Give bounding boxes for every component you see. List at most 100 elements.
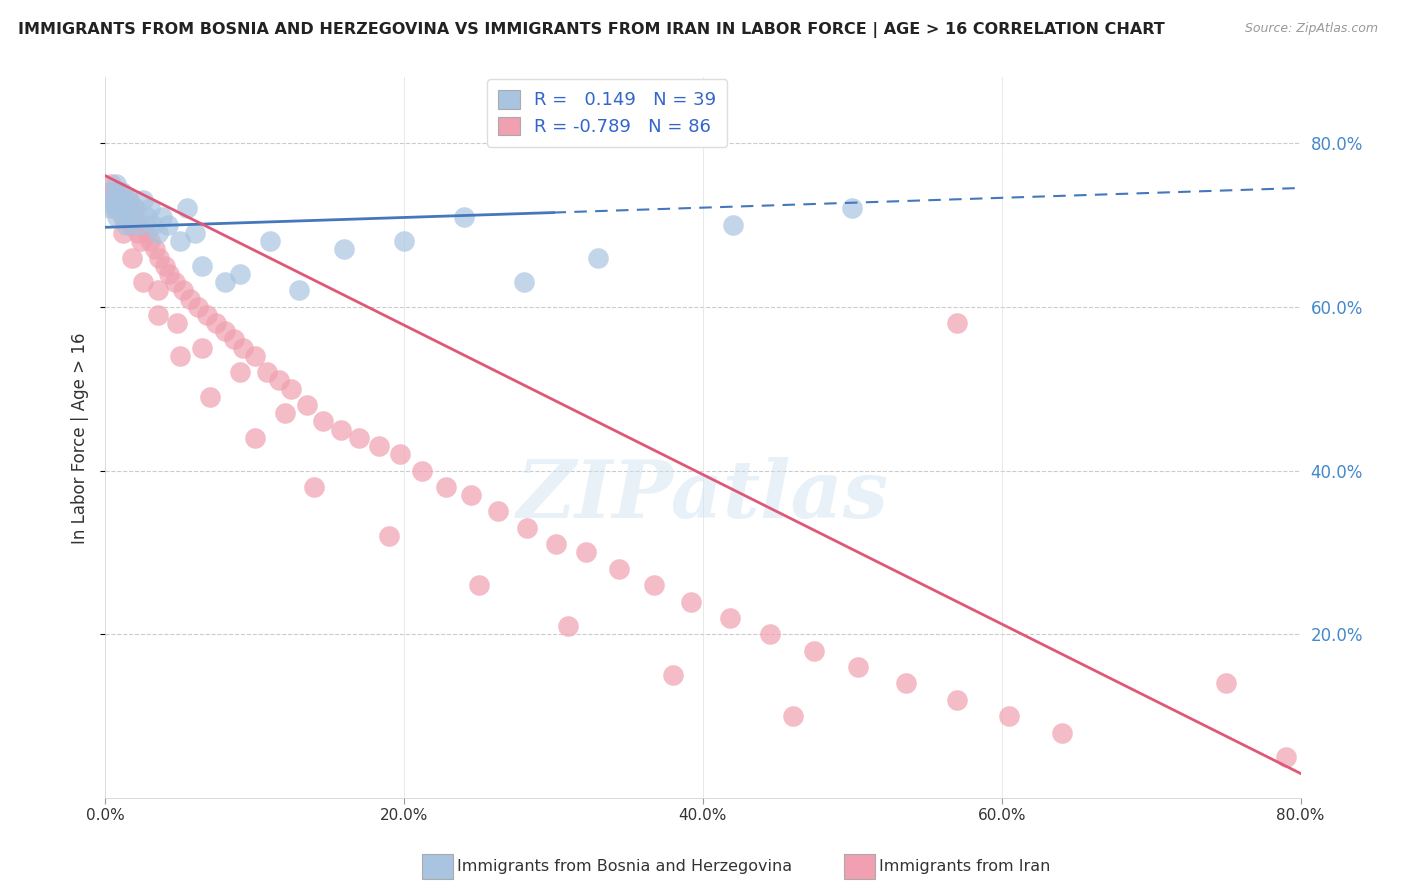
- Legend: R =   0.149   N = 39, R = -0.789   N = 86: R = 0.149 N = 39, R = -0.789 N = 86: [488, 79, 727, 147]
- Point: [460, 488, 482, 502]
- Point: [159, 267, 181, 281]
- Point: [392, 234, 415, 248]
- Point: [330, 423, 353, 437]
- Point: [367, 439, 389, 453]
- Point: [232, 341, 254, 355]
- Point: [143, 243, 166, 257]
- Point: [333, 243, 356, 257]
- Point: [191, 341, 214, 355]
- Point: [946, 693, 969, 707]
- Point: [172, 284, 194, 298]
- Point: [121, 210, 143, 224]
- Point: [100, 185, 122, 199]
- Point: [136, 226, 159, 240]
- Point: [214, 275, 236, 289]
- Point: [214, 324, 236, 338]
- Point: [453, 210, 475, 224]
- Point: [280, 382, 302, 396]
- Point: [146, 308, 169, 322]
- Point: [643, 578, 665, 592]
- Point: [105, 210, 128, 224]
- Point: [108, 202, 131, 216]
- Point: [176, 202, 198, 216]
- Point: [1274, 750, 1296, 764]
- Point: [107, 194, 129, 208]
- Point: [121, 210, 143, 224]
- Point: [169, 349, 191, 363]
- Point: [112, 210, 135, 224]
- Point: [803, 643, 825, 657]
- Point: [998, 709, 1021, 723]
- Point: [434, 480, 457, 494]
- Point: [894, 676, 917, 690]
- Point: [512, 275, 534, 289]
- Point: [156, 218, 179, 232]
- Point: [187, 300, 209, 314]
- Point: [607, 562, 630, 576]
- Point: [104, 202, 127, 216]
- Point: [718, 611, 741, 625]
- Point: [114, 194, 136, 208]
- Point: [273, 406, 295, 420]
- Point: [259, 234, 281, 248]
- Point: [120, 218, 142, 232]
- Point: [222, 333, 245, 347]
- Text: Immigrants from Bosnia and Herzegovina: Immigrants from Bosnia and Herzegovina: [457, 859, 792, 873]
- Point: [165, 275, 187, 289]
- Point: [129, 234, 152, 248]
- Point: [486, 504, 509, 518]
- Point: [103, 202, 125, 216]
- Point: [108, 202, 131, 216]
- Point: [267, 373, 290, 387]
- Point: [759, 627, 782, 641]
- Point: [468, 578, 491, 592]
- Point: [111, 194, 134, 208]
- Point: [122, 202, 145, 216]
- Point: [131, 194, 153, 208]
- Point: [117, 202, 139, 216]
- Point: [146, 284, 169, 298]
- Point: [841, 202, 863, 216]
- Point: [166, 316, 188, 330]
- Point: [588, 251, 610, 265]
- Point: [104, 177, 127, 191]
- Point: [111, 185, 134, 199]
- Point: [148, 251, 170, 265]
- Point: [136, 210, 159, 224]
- Point: [1050, 725, 1073, 739]
- Point: [662, 668, 685, 682]
- Point: [204, 316, 226, 330]
- Y-axis label: In Labor Force | Age > 16: In Labor Force | Age > 16: [72, 332, 89, 543]
- Point: [198, 390, 221, 404]
- Point: [191, 259, 214, 273]
- Point: [100, 177, 122, 191]
- Point: [179, 292, 201, 306]
- Point: [557, 619, 579, 633]
- Point: [546, 537, 568, 551]
- Point: [146, 226, 169, 240]
- Point: [946, 316, 969, 330]
- Point: [107, 185, 129, 199]
- Point: [150, 210, 173, 224]
- Point: [105, 202, 128, 216]
- Point: [721, 218, 744, 232]
- Point: [98, 185, 121, 199]
- Point: [388, 447, 411, 461]
- Point: [846, 660, 869, 674]
- Point: [679, 594, 702, 608]
- Point: [101, 194, 124, 208]
- Point: [117, 194, 139, 208]
- Text: Source: ZipAtlas.com: Source: ZipAtlas.com: [1244, 22, 1378, 36]
- Point: [243, 431, 266, 445]
- Point: [127, 226, 149, 240]
- Text: IMMIGRANTS FROM BOSNIA AND HERZEGOVINA VS IMMIGRANTS FROM IRAN IN LABOR FORCE | : IMMIGRANTS FROM BOSNIA AND HERZEGOVINA V…: [18, 22, 1166, 38]
- Point: [782, 709, 804, 723]
- Point: [131, 275, 153, 289]
- Point: [378, 529, 401, 543]
- Point: [101, 194, 124, 208]
- Point: [256, 365, 278, 379]
- Text: Immigrants from Iran: Immigrants from Iran: [879, 859, 1050, 873]
- Point: [114, 202, 136, 216]
- Text: ZIPatlas: ZIPatlas: [517, 457, 889, 534]
- Point: [516, 521, 538, 535]
